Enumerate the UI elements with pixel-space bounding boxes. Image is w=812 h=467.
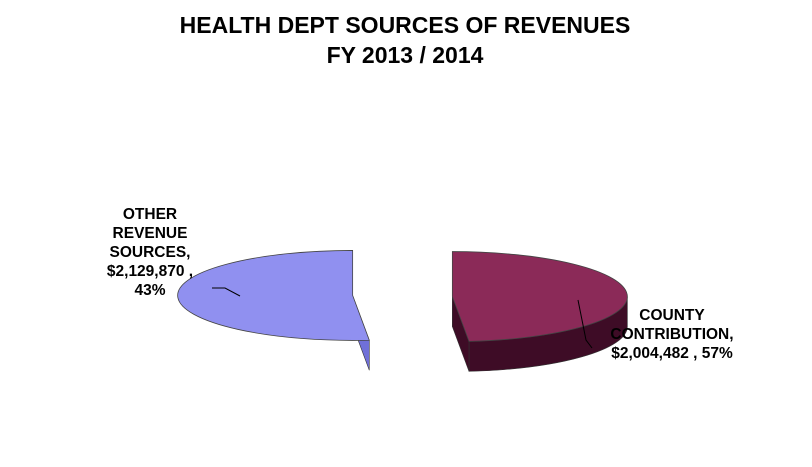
leader-line bbox=[577, 299, 593, 349]
data-label-line: 43% bbox=[134, 282, 165, 299]
data-label-line: $2,129,870 , bbox=[107, 263, 193, 280]
chart-title: HEALTH DEPT SOURCES OF REVENUES bbox=[180, 12, 631, 38]
label-leader-lines bbox=[212, 287, 593, 349]
data-label-county-contribution: COUNTY CONTRIBUTION, $2,004,482 , 57% bbox=[610, 307, 733, 362]
slice-top-face bbox=[177, 250, 370, 341]
chart-subtitle: FY 2013 / 2014 bbox=[327, 42, 484, 68]
data-labels: OTHER REVENUE SOURCES, $2,129,870 , 43% COUNT… bbox=[107, 206, 734, 362]
leader-line bbox=[212, 287, 241, 297]
pie-slice-county-contribution bbox=[451, 251, 628, 372]
data-label-line: COUNTY bbox=[639, 307, 705, 324]
data-label-line: CONTRIBUTION, bbox=[610, 326, 733, 343]
data-label-other-revenue: OTHER REVENUE SOURCES, $2,129,870 , 43% bbox=[107, 206, 193, 299]
data-label-line: OTHER bbox=[123, 206, 177, 223]
pie-slices bbox=[177, 250, 628, 372]
slice-top-face bbox=[451, 251, 628, 342]
data-label-line: $2,004,482 , 57% bbox=[611, 345, 733, 362]
data-label-line: REVENUE bbox=[113, 225, 188, 242]
pie-slice-other-revenue bbox=[177, 250, 370, 371]
data-label-line: SOURCES, bbox=[110, 244, 191, 261]
